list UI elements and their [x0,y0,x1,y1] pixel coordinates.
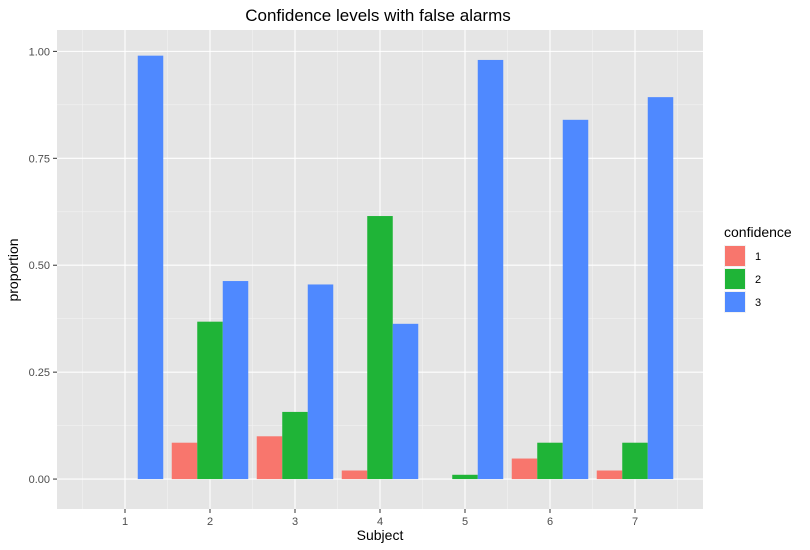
bars [137,55,674,480]
y-axis-label: proportion [5,238,21,301]
x-tick-label: 5 [462,516,468,528]
bar-subject-3-confidence-1 [256,436,283,480]
legend-label: 3 [755,297,761,309]
bar-subject-5-confidence-2 [452,474,478,480]
legend-swatch [725,269,745,289]
legend-swatch [725,292,745,312]
bar-subject-7-confidence-1 [596,470,623,480]
legend-title: confidence [724,224,792,240]
bar-subject-4-confidence-2 [367,216,393,480]
x-tick-label: 2 [207,516,213,528]
legend-items: 1 2 3 [724,245,761,313]
bar-subject-2-confidence-2 [197,321,223,480]
x-tick-label: 6 [547,516,553,528]
legend-label: 2 [755,274,761,286]
bar-subject-6-confidence-1 [511,458,538,480]
x-tick-label: 3 [292,516,298,528]
bar-subject-4-confidence-3 [392,323,419,480]
x-tick-label: 7 [632,516,638,528]
bar-subject-7-confidence-3 [647,97,674,480]
bar-subject-1-confidence-3 [137,55,164,480]
chart-title: Confidence levels with false alarms [245,6,511,25]
x-axis: 1 2 3 4 5 6 7 [122,509,638,528]
y-tick-label: 0.75 [29,153,50,165]
bar-subject-4-confidence-1 [341,470,368,480]
legend-swatch [725,246,745,266]
y-tick-label: 0.00 [29,474,50,486]
bar-subject-7-confidence-2 [622,442,648,480]
legend: confidence 1 2 3 [724,224,792,313]
x-tick-label: 1 [122,516,128,528]
bar-subject-2-confidence-1 [171,442,198,480]
y-axis: 0.00 0.25 0.50 0.75 1.00 [29,46,57,486]
y-tick-label: 0.25 [29,367,50,379]
bar-subject-3-confidence-3 [307,284,334,480]
bar-subject-2-confidence-3 [222,281,249,480]
y-tick-label: 1.00 [29,46,50,58]
bar-subject-6-confidence-3 [562,119,589,480]
x-tick-label: 4 [377,516,383,528]
x-axis-label: Subject [357,527,404,543]
bar-subject-5-confidence-3 [477,59,504,480]
legend-label: 1 [755,251,761,263]
bar-subject-6-confidence-2 [537,442,563,480]
y-tick-label: 0.50 [29,260,50,272]
bar-subject-3-confidence-2 [282,411,308,480]
